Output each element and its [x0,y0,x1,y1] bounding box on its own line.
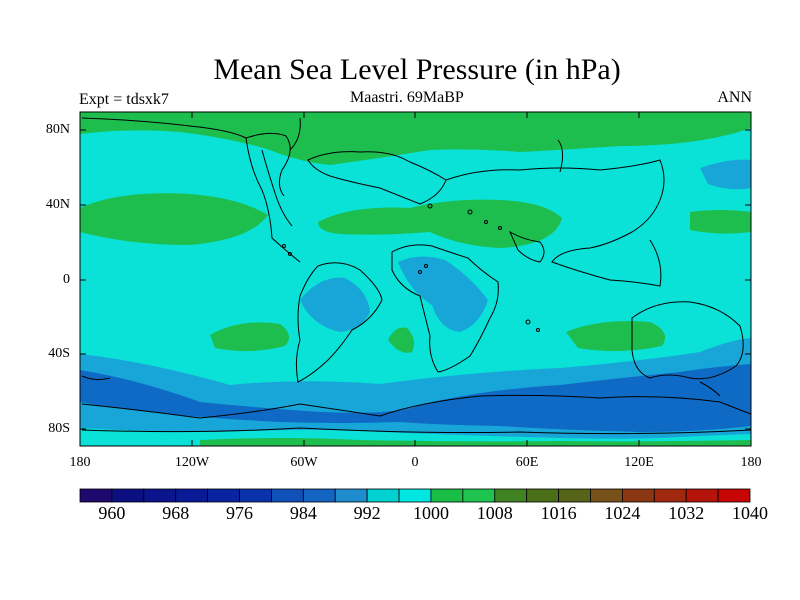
lon-tick-120w: 120W [174,455,210,470]
colorbar-label: 1032 [668,503,705,523]
antarctic-high [200,438,751,446]
lon-tick-60e: 60E [515,455,539,470]
colorbar-swatch [334,488,368,503]
new-zealand-coast [81,375,721,397]
lon-tick-0: 0 [411,455,419,470]
south-american-low [300,277,370,332]
siberian-low [700,159,751,190]
map-title: Mean Sea Level Pressure (in hPa) [213,53,621,86]
colorbar-label: 1016 [540,503,577,523]
colorbar-swatch [430,488,464,503]
indian-ocean-high [566,321,666,352]
australia-coast [631,301,744,380]
south-atlantic-high [388,327,415,353]
india-coast [508,230,545,263]
southern-ocean-core [80,364,751,432]
north-america-coast [81,117,301,263]
colorbar-label: 1024 [604,503,641,523]
period-label: Maastri. 69MaBP [350,89,464,106]
colorbar-label: 984 [289,503,317,523]
colorbar-label: 1000 [412,503,449,523]
colorbar-swatch [302,488,336,503]
colorbar-swatch [717,488,751,503]
arctic-high-region [80,112,751,165]
season-label: ANN [717,89,752,106]
asia-coast [445,139,665,287]
map-ticks [80,112,751,446]
pressure-field [80,112,751,446]
lat-tick-80s: 80S [48,421,70,436]
colorbar-swatch [143,488,177,503]
tethys-high [318,199,562,248]
lat-tick-0: 0 [63,272,70,287]
north-pacific-high [80,193,268,245]
colorbar-swatch [494,488,528,503]
europe-coast [307,151,447,205]
colorbar [79,488,751,503]
colorbar-label: 976 [226,503,254,523]
western-interior-seaway [261,149,293,227]
colorbar-swatch [526,488,559,503]
coastlines [81,117,751,435]
colorbar-label: 1008 [476,503,513,523]
lat-tick-80n: 80N [45,122,70,137]
colorbar-swatch [398,488,432,503]
islands [282,203,540,332]
south-pacific-high [210,322,289,352]
lon-tick-180e: 180 [740,455,762,470]
african-low [398,256,488,332]
colorbar-label: 960 [98,503,126,523]
colorbar-swatch [175,488,209,503]
colorbar-swatch [653,488,687,503]
colorbar-swatch [271,488,304,503]
lat-tick-40s: 40S [48,346,70,361]
lat-tick-40n: 40N [45,197,70,212]
lon-tick-120e: 120E [624,455,654,470]
colorbar-swatch [558,488,591,503]
lon-tick-180w: 180 [69,455,91,470]
colorbar-swatch [79,488,113,503]
colorbar-swatch [462,488,496,503]
south-america-coast [295,262,383,383]
lon-tick-60w: 60W [290,455,318,470]
colorbar-swatch [366,488,400,503]
colorbar-swatch [685,488,719,503]
colorbar-swatch [207,488,240,503]
colorbar-label: 968 [162,503,190,523]
colorbar-swatch [590,488,623,503]
colorbar-swatch [621,488,655,503]
north-pacific-high-east [690,210,751,234]
colorbar-label: 1040 [732,503,768,523]
experiment-label: Expt = tdsxk7 [79,91,169,108]
colorbar-swatch [239,488,272,503]
colorbar-swatch [111,488,145,503]
africa-coast [391,244,499,373]
antarctica-coast [81,394,751,435]
colorbar-label: 992 [353,503,381,523]
